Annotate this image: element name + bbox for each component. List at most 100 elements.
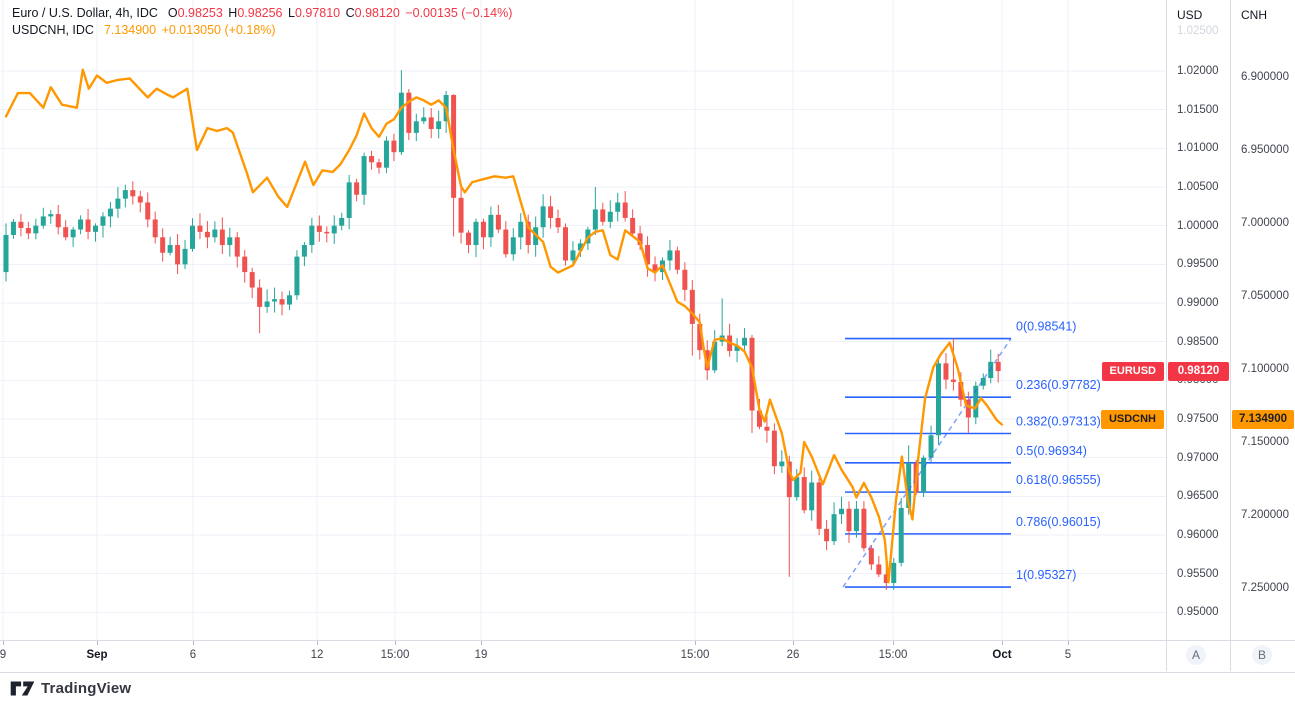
candle-body	[950, 379, 956, 382]
symbol-title-eurusd[interactable]: Euro / U.S. Dollar, 4h, IDC	[12, 6, 158, 20]
time-label: 19	[474, 649, 488, 661]
candle-body	[622, 202, 628, 218]
time-label: Sep	[86, 649, 108, 661]
symbol-title-usdcnh[interactable]: USDCNH, IDC	[12, 23, 94, 37]
candle-body	[234, 237, 240, 257]
candle-body	[570, 250, 576, 261]
time-tick	[193, 641, 194, 645]
time-tick	[893, 641, 894, 645]
candle-body	[436, 121, 442, 130]
tradingview-logo-icon	[10, 681, 35, 696]
candle-body	[63, 227, 69, 238]
time-tick	[481, 641, 482, 645]
candle-body	[428, 117, 434, 130]
time-tick	[793, 641, 794, 645]
time-label: 15:00	[380, 649, 410, 661]
candle-body	[219, 229, 225, 246]
candle-body	[801, 477, 807, 511]
candle-body	[771, 430, 777, 467]
time-tick	[395, 641, 396, 645]
legend-row-usdcnh[interactable]: USDCNH, IDC 7.134900 +0.013050 (+0.18%)	[12, 22, 512, 39]
cnh-tick-label: 7.100000	[1241, 363, 1289, 375]
usd-tick-label: 1.00500	[1177, 181, 1219, 193]
usd-tick-label: 0.97000	[1177, 451, 1219, 464]
candle-body	[809, 482, 815, 511]
price-axis-cnh[interactable]: CNH 7.134900 6.900000 6.950000 7.000000 7.0…	[1230, 0, 1295, 671]
candle-body	[369, 156, 375, 163]
candle-body	[331, 225, 337, 234]
candle-body	[525, 221, 531, 246]
candle-body	[816, 482, 822, 529]
fib-level-label: 0.5(0.96934)	[1016, 444, 1087, 458]
fib-level-label: 1(0.95327)	[1016, 568, 1076, 582]
candle-body	[742, 337, 748, 346]
candle-body	[137, 196, 143, 203]
candle-body	[182, 248, 188, 265]
candle-body	[130, 190, 136, 197]
overlay-last-value: 7.134900	[103, 23, 157, 37]
candle-body	[93, 225, 99, 232]
fib-level-label: 0(0.98541)	[1016, 320, 1076, 334]
cnh-tick-label: 6.900000	[1241, 71, 1289, 83]
candle-body	[615, 202, 621, 212]
candle-body	[712, 341, 718, 371]
candle-body	[406, 92, 412, 133]
candle-body	[190, 225, 195, 249]
candle-body	[480, 221, 486, 238]
candle-body	[309, 225, 315, 246]
candle-body	[100, 216, 106, 226]
cnh-tick-label: 7.050000	[1241, 290, 1289, 302]
usd-tick-label: 1.01500	[1177, 103, 1219, 116]
usd-tick-label: 1.01000	[1177, 142, 1219, 155]
time-axis[interactable]: 9 Sep 6 12 15:00 19 15:00 26 15:00 Oct 5	[0, 640, 1295, 673]
candle-body	[25, 228, 31, 234]
usd-tick-label: 0.97500	[1177, 413, 1219, 426]
pane-b-button[interactable]: B	[1252, 645, 1272, 665]
candle-body	[689, 289, 695, 324]
candle-body	[764, 426, 770, 431]
candle-body	[510, 237, 516, 255]
legend-row-eurusd[interactable]: Euro / U.S. Dollar, 4h, IDC O0.98253 H0.9…	[12, 5, 512, 22]
candle-body	[40, 216, 46, 226]
candle-body	[257, 287, 263, 307]
candle-body	[175, 245, 181, 265]
candle-body	[995, 361, 1001, 372]
candle-body	[988, 361, 994, 379]
candle-body	[921, 457, 927, 493]
candle-body	[398, 92, 404, 153]
candle-body	[682, 269, 688, 290]
candle-body	[503, 229, 509, 255]
candle-body	[78, 219, 84, 230]
candle-body	[167, 245, 173, 253]
candle-body	[160, 237, 166, 253]
usdcnh-overlay-line	[4, 68, 1004, 584]
candle-body	[421, 117, 427, 122]
fib-level-label: 0.786(0.96015)	[1016, 515, 1101, 529]
ohlc-close-value: 0.98120	[354, 6, 400, 20]
price-axis-usd[interactable]: USD 1.02500 0.98120 1.02000 1.01500 1.0100…	[1166, 0, 1231, 671]
time-tick	[3, 641, 4, 645]
pane-a-button[interactable]: A	[1186, 645, 1206, 665]
cnh-tick-label: 6.950000	[1241, 144, 1289, 156]
candle-body	[794, 477, 800, 498]
candle-body	[607, 211, 613, 222]
candle-body	[965, 399, 971, 418]
time-label: 9	[0, 649, 7, 661]
candle-body	[563, 227, 568, 261]
candle-body	[600, 209, 606, 222]
usd-tick-label: 0.96500	[1177, 490, 1219, 503]
candle-body	[936, 363, 941, 436]
candle-body	[339, 217, 345, 226]
tradingview-logo-link[interactable]: TradingView	[10, 680, 131, 697]
time-tick	[317, 641, 318, 645]
candle-body	[458, 197, 464, 233]
candle-body	[630, 217, 636, 234]
fib-level-label: 0.382(0.97313)	[1016, 414, 1101, 428]
usdcnh-last-price-badge: 7.134900	[1232, 410, 1294, 430]
usdcnh-price-line-badge: USDCNH	[1100, 410, 1164, 430]
change-value-eurusd: −0.00135 (−0.14%)	[405, 6, 513, 20]
eurusd-price-line-badge: EURUSD	[1101, 361, 1164, 381]
time-label: 15:00	[680, 649, 710, 661]
chart-canvas[interactable]: 0(0.98541) 0.236(0.97782) 0.382(0.97313) 0.…	[0, 0, 1166, 640]
